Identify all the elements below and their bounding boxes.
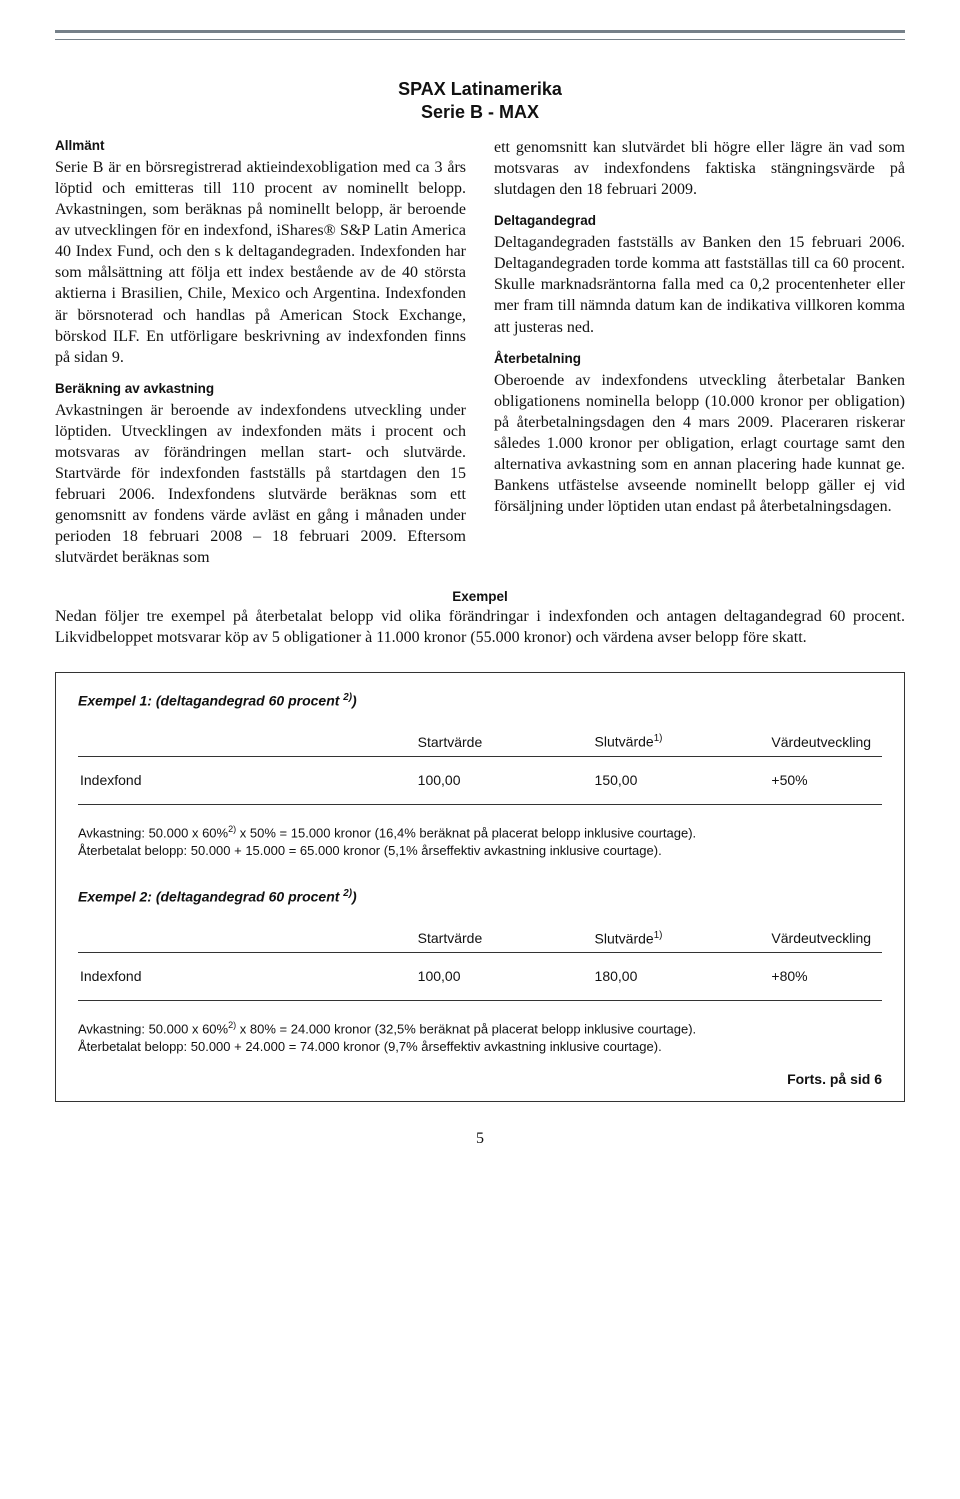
td-dev: +50% [769,756,882,804]
heading-berakning: Beräkning av avkastning [55,380,466,398]
ex1-table: Startvärde Slutvärde1) Värdeutveckling I… [78,728,882,804]
ex1-title: Exempel 1: (deltagandegrad 60 procent 2)… [78,691,882,711]
para-exempel-intro: Nedan följer tre exempel på återbetalat … [55,606,905,648]
th-start: Startvärde [416,925,593,953]
th-dev: Värdeutveckling [769,728,882,756]
th-start: Startvärde [416,728,593,756]
heading-aterbetalning: Återbetalning [494,350,905,368]
two-columns: Allmänt Serie B är en börsregistrerad ak… [55,137,905,569]
left-column: Allmänt Serie B är en börsregistrerad ak… [55,137,466,569]
right-column: ett genomsnitt kan slutvärdet bli högre … [494,137,905,569]
top-rule [55,30,905,40]
ex1-note1: Avkastning: 50.000 x 60%2) x 50% = 15.00… [78,823,882,842]
para-berakning: Avkastningen är beroende av indexfondens… [55,400,466,569]
th-end: Slutvärde1) [593,728,770,756]
th-blank [78,728,416,756]
heading-exempel: Exempel [55,589,905,604]
td-start: 100,00 [416,756,593,804]
page-number: 5 [55,1130,905,1148]
ex2-table: Startvärde Slutvärde1) Värdeutveckling I… [78,925,882,1001]
td-end: 180,00 [593,953,770,1001]
para-allmant: Serie B är en börsregistrerad aktieindex… [55,157,466,368]
ex2-notes: Avkastning: 50.000 x 60%2) x 80% = 24.00… [78,1019,882,1055]
th-blank [78,925,416,953]
para-aterbetalning: Oberoende av indexfondens utveckling åte… [494,370,905,518]
heading-deltagandegrad: Deltagandegrad [494,212,905,230]
para-genomsnitt: ett genomsnitt kan slutvärdet bli högre … [494,137,905,200]
td-label: Indexfond [78,953,416,1001]
td-start: 100,00 [416,953,593,1001]
forts-label: Forts. på sid 6 [78,1070,882,1089]
title-line2: Serie B - MAX [55,101,905,124]
th-dev: Värdeutveckling [769,925,882,953]
para-deltagandegrad: Deltagandegraden fastställs av Banken de… [494,232,905,338]
ex1-notes: Avkastning: 50.000 x 60%2) x 50% = 15.00… [78,823,882,859]
title-line1: SPAX Latinamerika [55,78,905,101]
table-header-row: Startvärde Slutvärde1) Värdeutveckling [78,925,882,953]
example-box: Exempel 1: (deltagandegrad 60 procent 2)… [55,672,905,1102]
table-row: Indexfond 100,00 150,00 +50% [78,756,882,804]
ex2-note1: Avkastning: 50.000 x 60%2) x 80% = 24.00… [78,1019,882,1038]
heading-allmant: Allmänt [55,137,466,155]
td-label: Indexfond [78,756,416,804]
ex2-title: Exempel 2: (deltagandegrad 60 procent 2)… [78,887,882,907]
ex2-note2: Återbetalat belopp: 50.000 + 24.000 = 74… [78,1038,882,1056]
table-header-row: Startvärde Slutvärde1) Värdeutveckling [78,728,882,756]
td-end: 150,00 [593,756,770,804]
table-row: Indexfond 100,00 180,00 +80% [78,953,882,1001]
td-dev: +80% [769,953,882,1001]
doc-title: SPAX Latinamerika Serie B - MAX [55,78,905,123]
ex1-note2: Återbetalat belopp: 50.000 + 15.000 = 65… [78,842,882,860]
th-end: Slutvärde1) [593,925,770,953]
